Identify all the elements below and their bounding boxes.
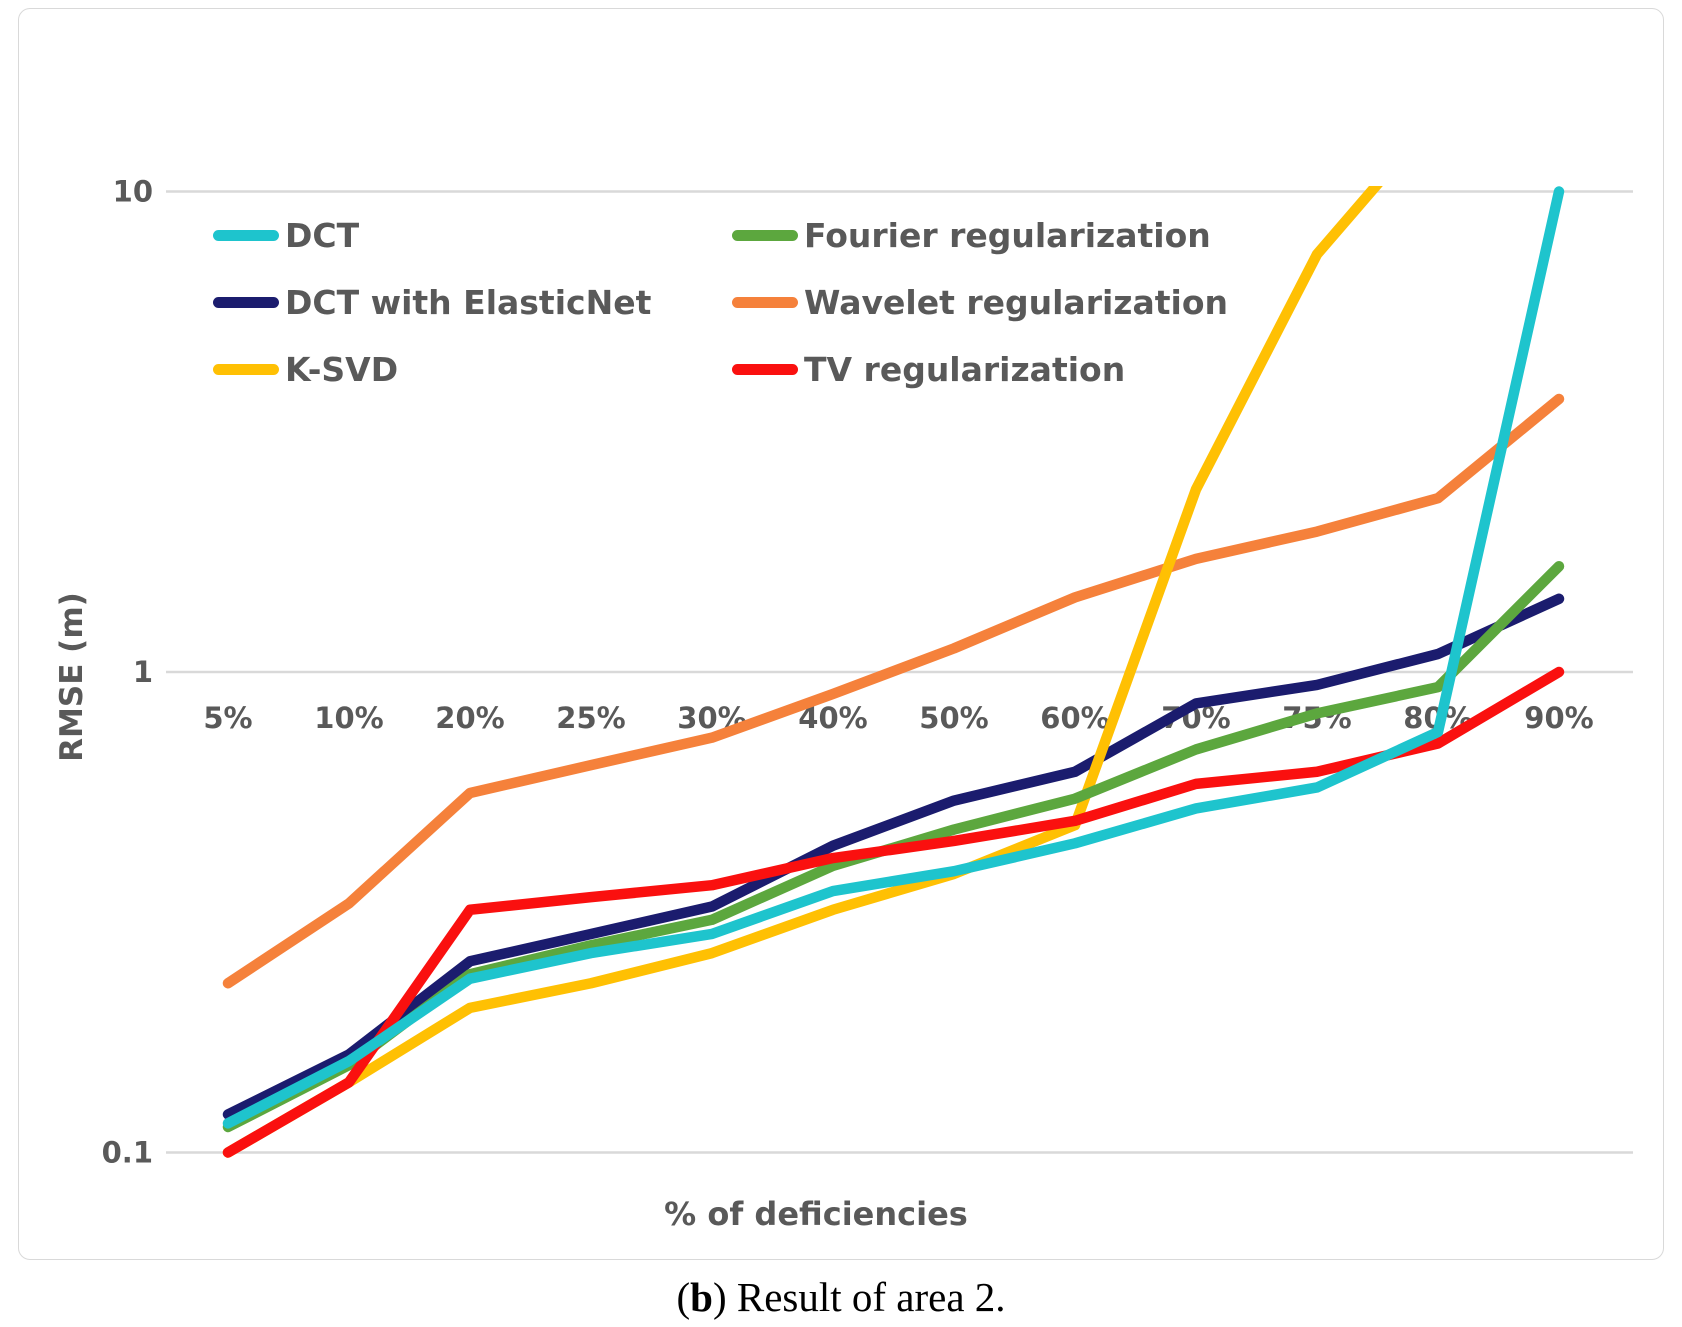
series-line-k-svd — [222, 186, 1383, 1158]
legend-swatch-icon — [213, 363, 279, 375]
legend-item-wavelet-regularization: Wavelet regularization — [732, 282, 1228, 322]
series-line-wavelet-regularization — [222, 393, 1565, 989]
legend-item-dct: DCT — [213, 215, 359, 255]
y-tick-label-10: 10 — [113, 175, 153, 209]
legend-label: K-SVD — [285, 349, 399, 389]
legend-swatch-icon — [732, 296, 798, 308]
figure-caption: (b) Result of area 2. — [676, 1273, 1005, 1321]
y-tick-label-0.1: 0.1 — [102, 1136, 153, 1170]
legend-label: DCT — [285, 215, 360, 255]
x-axis-title: % of deficiencies — [664, 1195, 968, 1233]
x-tick-label-10%: 10% — [314, 701, 383, 735]
y-tick-label-1: 1 — [133, 655, 153, 689]
series-line-dct — [222, 186, 1565, 1129]
y-axis-title: RMSE (m) — [54, 592, 90, 762]
legend-item-k-svd: K-SVD — [213, 349, 398, 389]
legend-label: DCT with ElasticNet — [285, 282, 652, 322]
x-tick-label-90%: 90% — [1524, 701, 1593, 735]
x-tick-label-25%: 25% — [556, 701, 625, 735]
legend-label: TV regularization — [804, 349, 1126, 389]
x-tick-label-50%: 50% — [919, 701, 988, 735]
chart-figure: 10 1 0.1 5% 10% 20% 25% 30% 40% 50% 60% 70% 75% 80% 90… — [18, 8, 1664, 1260]
legend-item-tv-regularization: TV regularization — [732, 349, 1125, 389]
caption-letter: b — [690, 1274, 713, 1320]
legend-swatch-icon — [732, 229, 798, 241]
x-tick-label-20%: 20% — [435, 701, 504, 735]
legend-item-fourier-regularization: Fourier regularization — [732, 215, 1211, 255]
x-tick-label-5%: 5% — [203, 701, 252, 735]
legend-item-dct-with-elasticnet: DCT with ElasticNet — [213, 282, 651, 322]
legend-swatch-icon — [213, 296, 279, 308]
caption-paren: ( — [676, 1274, 691, 1320]
series-line-tv-regularization — [222, 666, 1565, 1158]
x-tick-label-60%: 60% — [1040, 701, 1109, 735]
series-line-dct-with-elasticnet — [222, 593, 1565, 1120]
caption-text: ) Result of area 2. — [712, 1274, 1006, 1320]
legend-swatch-icon — [213, 229, 279, 241]
legend-label: Wavelet regularization — [804, 282, 1229, 322]
legend-swatch-icon — [732, 363, 798, 375]
legend-label: Fourier regularization — [804, 215, 1211, 255]
